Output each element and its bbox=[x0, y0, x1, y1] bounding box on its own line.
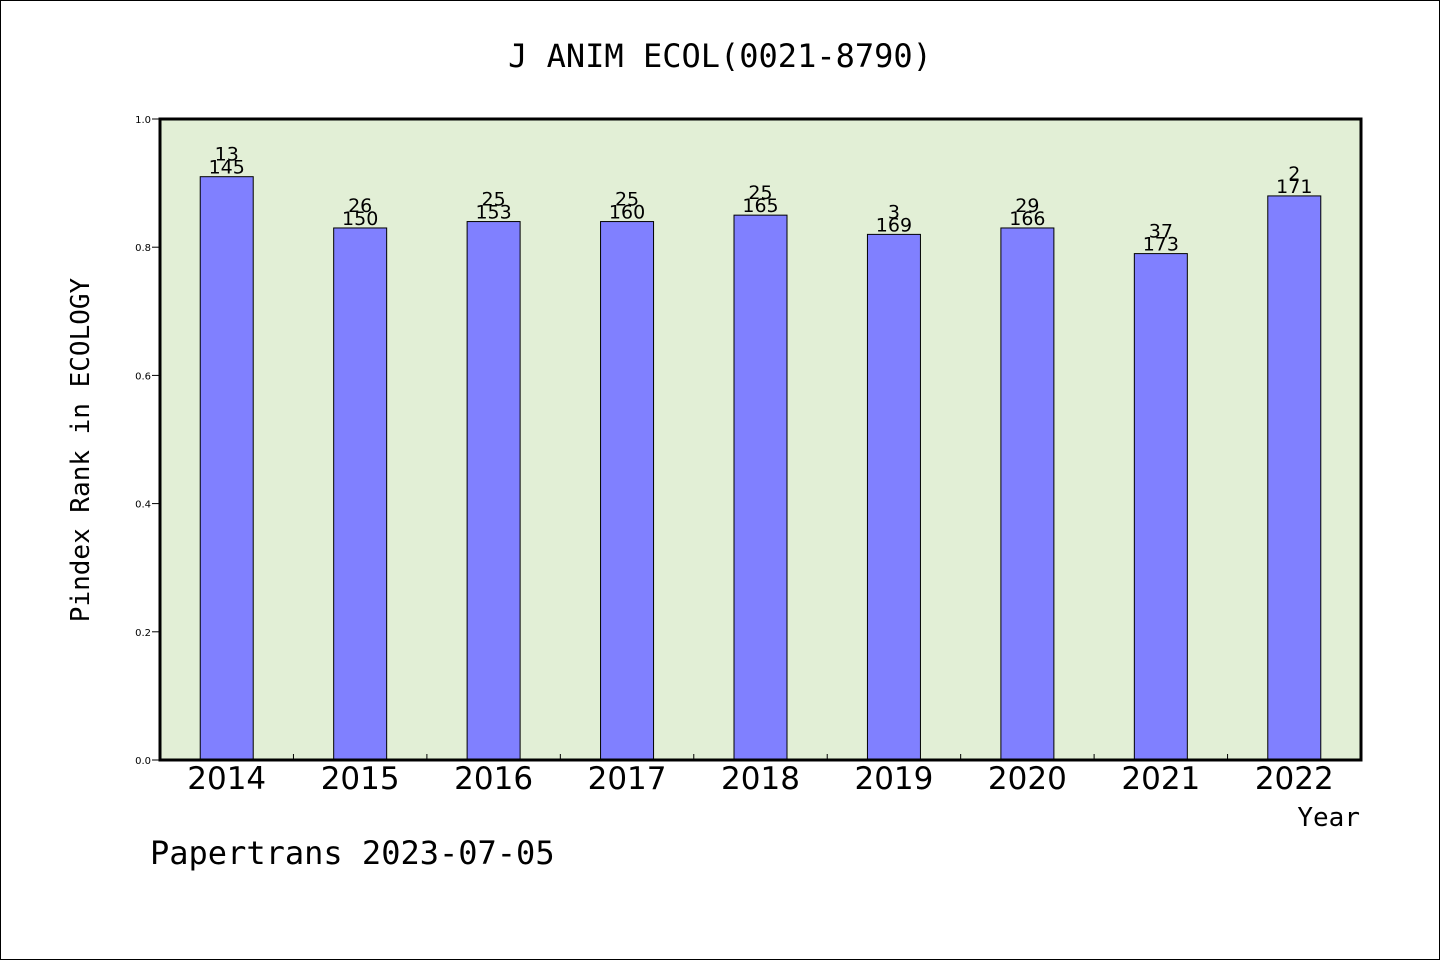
y-tick-label: 0.8 bbox=[135, 243, 151, 254]
x-axis-label: Year bbox=[1297, 803, 1360, 833]
bar-2021 bbox=[1133, 253, 1188, 761]
bar-total-label: 145 bbox=[209, 157, 245, 179]
bar-2018 bbox=[733, 214, 788, 761]
bar-rank-label: 25 bbox=[615, 189, 639, 211]
chart-title: J ANIM ECOL(0021-8790) bbox=[508, 37, 932, 75]
x-tick-label: 2015 bbox=[321, 761, 400, 797]
y-tick-label: 0.0 bbox=[135, 756, 151, 767]
plot-border bbox=[158, 117, 1363, 762]
bar-total-label: 171 bbox=[1276, 176, 1312, 198]
x-tick-label: 2021 bbox=[1121, 761, 1200, 797]
bar-rank-label: 2 bbox=[1288, 163, 1300, 185]
bar-rank-label: 13 bbox=[215, 144, 239, 166]
y-axis-label: Pindex Rank in ECOLOGY bbox=[66, 277, 96, 622]
y-tick-label: 0.2 bbox=[135, 628, 151, 639]
bar-total-label: 166 bbox=[1009, 208, 1045, 230]
bar-2022 bbox=[1267, 195, 1322, 761]
x-tick-label: 2014 bbox=[187, 761, 266, 797]
bar-2015 bbox=[333, 227, 388, 761]
bar-rank-label: 26 bbox=[348, 195, 372, 217]
bar-total-label: 160 bbox=[609, 202, 645, 224]
bar-rank-label: 37 bbox=[1149, 221, 1173, 243]
bar-total-label: 169 bbox=[876, 214, 912, 236]
bar-total-label: 165 bbox=[742, 195, 778, 217]
bar-rank-label: 25 bbox=[482, 189, 506, 211]
bar-total-label: 153 bbox=[475, 202, 511, 224]
bar-2016 bbox=[466, 221, 521, 761]
x-tick-label: 2019 bbox=[854, 761, 933, 797]
y-tick-label: 0.4 bbox=[135, 500, 151, 511]
x-axis: 2014 2015 2016 2017 2018 2019 2020 2021 2022 bbox=[187, 754, 1334, 797]
x-tick-label: 2022 bbox=[1255, 761, 1334, 797]
y-tick-label: 0.6 bbox=[135, 371, 151, 382]
bar-total-label: 150 bbox=[342, 208, 378, 230]
bar-rank-label: 29 bbox=[1015, 195, 1039, 217]
bar-2019 bbox=[866, 233, 921, 761]
footer-stamp: Papertrans 2023-07-05 bbox=[150, 834, 555, 872]
x-tick-label: 2016 bbox=[454, 761, 533, 797]
bar-rank-label: 25 bbox=[748, 182, 772, 204]
x-tick-label: 2020 bbox=[988, 761, 1067, 797]
x-tick-label: 2017 bbox=[588, 761, 667, 797]
bars-group bbox=[199, 176, 1322, 761]
bar-2020 bbox=[1000, 227, 1055, 761]
bar-2014 bbox=[199, 176, 254, 761]
bar-rank-label: 3 bbox=[888, 201, 900, 223]
bar-2017 bbox=[600, 221, 655, 761]
y-axis: 0.0 0.2 0.4 0.6 0.8 1.0 bbox=[135, 115, 160, 767]
bar-total-label: 173 bbox=[1143, 234, 1179, 256]
x-tick-label: 2018 bbox=[721, 761, 800, 797]
y-tick-label: 1.0 bbox=[135, 115, 151, 126]
